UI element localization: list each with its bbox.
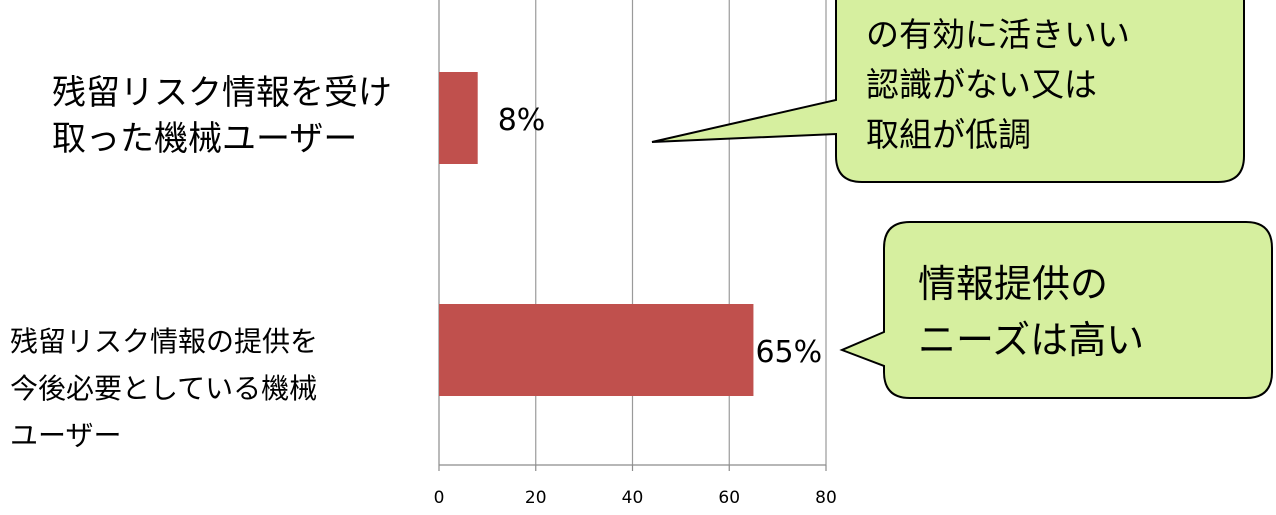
category-label-needed: 残留リスク情報の提供を 今後必要としている機械 ユーザー (10, 325, 319, 452)
callout-high-needs-text: 情報提供の ニーズは高い (918, 262, 1145, 362)
x-tick-labels: 0 20 40 60 80 (434, 488, 837, 508)
x-tick-label-40: 40 (622, 488, 644, 508)
callout-low-awareness-text: の有効に活きいい 認識がない又は 取組が低調 (866, 15, 1130, 154)
bar-0 (439, 72, 478, 164)
x-tick-label-80: 80 (815, 488, 837, 508)
data-label-1: 65% (755, 335, 822, 370)
callout-high-needs (839, 221, 1273, 399)
callout-low-awareness (651, 0, 1245, 183)
x-tick-label-20: 20 (525, 488, 547, 508)
category-label-received: 残留リスク情報を受け 取った機械ユーザー (52, 73, 392, 159)
x-tick-label-60: 60 (718, 488, 740, 508)
gridlines (438, 0, 827, 471)
data-label-0: 8% (498, 103, 546, 138)
callout-shapes (651, 0, 1273, 399)
bars (439, 72, 754, 396)
x-tick-label-0: 0 (434, 488, 445, 508)
data-labels: 8% 65% (498, 103, 822, 370)
bar-1 (439, 304, 754, 396)
